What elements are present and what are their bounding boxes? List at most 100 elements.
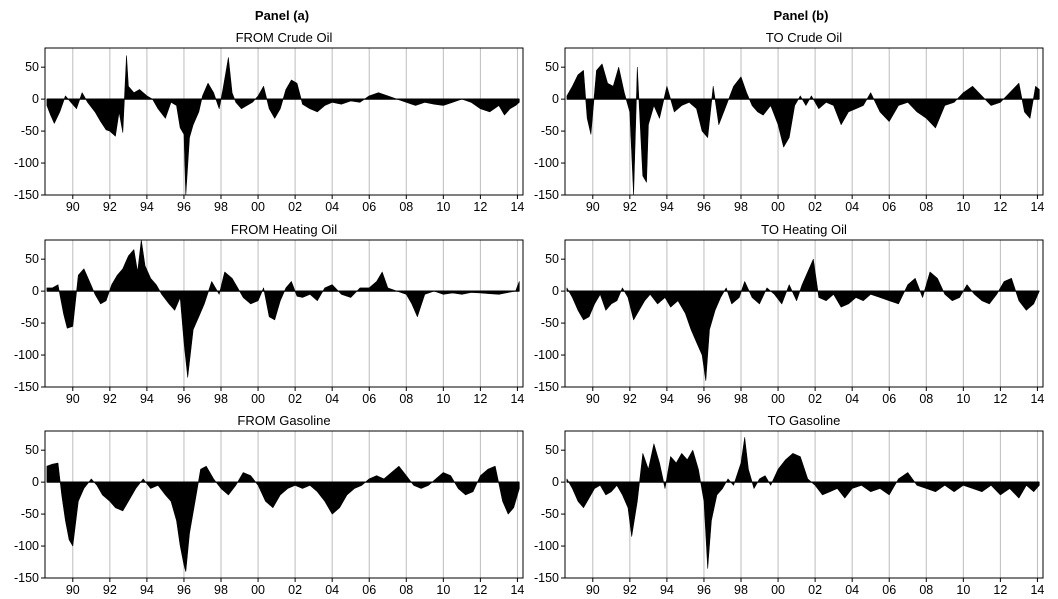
y-tick-label: -150: [14, 188, 39, 202]
series-area: [566, 437, 1040, 569]
x-tick-label: 00: [251, 392, 265, 406]
x-tick-label: 14: [1030, 200, 1044, 214]
x-tick-label: 08: [399, 200, 413, 214]
series-area: [46, 239, 520, 378]
x-tick-label: 14: [1030, 392, 1044, 406]
x-tick-label: 00: [251, 200, 265, 214]
y-tick-label: 0: [552, 92, 559, 106]
y-tick-label: 50: [545, 252, 559, 266]
y-tick-label: 0: [32, 284, 39, 298]
y-tick-label: 0: [32, 475, 39, 489]
x-tick-label: 12: [473, 392, 487, 406]
x-tick-label: 94: [660, 200, 674, 214]
x-tick-label: 96: [177, 583, 191, 597]
x-tick-label: 96: [177, 392, 191, 406]
x-tick-label: 98: [214, 392, 228, 406]
x-tick-label: 02: [808, 392, 822, 406]
plot-frame: [564, 430, 1044, 579]
y-tick-label: -100: [14, 156, 39, 170]
y-tick-label: 50: [25, 443, 39, 457]
chart-title: TO Crude Oil: [766, 30, 842, 45]
y-tick-label: -100: [534, 348, 559, 362]
y-tick-label: -150: [14, 571, 39, 585]
x-tick-label: 98: [214, 200, 228, 214]
x-tick-label: 12: [993, 583, 1007, 597]
x-tick-label: 12: [473, 583, 487, 597]
y-tick-label: 0: [552, 475, 559, 489]
series-area: [566, 63, 1040, 196]
x-tick-label: 10: [956, 200, 970, 214]
x-tick-label: 92: [103, 392, 117, 406]
x-tick-label: 14: [510, 583, 524, 597]
x-tick-label: 08: [919, 392, 933, 406]
y-tick-label: -150: [534, 380, 559, 394]
y-tick-label: -50: [21, 507, 39, 521]
x-tick-label: 90: [66, 583, 80, 597]
x-tick-label: 06: [882, 583, 896, 597]
chart-title: FROM Gasoline: [237, 413, 330, 428]
x-tick-label: 02: [288, 392, 302, 406]
x-tick-label: 98: [734, 392, 748, 406]
chart-to-gasoline: TO Gasoline 90 92 94 96 98 00 02 04 06 08 10 12 14 50 0…: [534, 413, 1044, 597]
x-tick-label: 14: [1030, 583, 1044, 597]
y-tick-label: -50: [541, 507, 559, 521]
x-tick-label: 10: [956, 583, 970, 597]
plot-frame: [564, 47, 1044, 196]
x-tick-label: 14: [510, 392, 524, 406]
y-tick-label: -150: [14, 380, 39, 394]
x-tick-label: 06: [362, 200, 376, 214]
x-tick-label: 00: [771, 392, 785, 406]
x-tick-label: 02: [288, 200, 302, 214]
x-tick-label: 94: [140, 200, 154, 214]
x-tick-label: 10: [436, 392, 450, 406]
y-tick-label: -150: [534, 571, 559, 585]
x-tick-label: 92: [623, 583, 637, 597]
y-tick-label: 0: [552, 284, 559, 298]
chart-to-crude-oil: TO Crude Oil 90 92 94 96 98 00 02 04 06 08 10 12 14 50…: [534, 30, 1044, 214]
x-tick-label: 98: [214, 583, 228, 597]
panel-a-heading: Panel (a): [255, 8, 309, 23]
chart-title: TO Gasoline: [768, 413, 841, 428]
x-tick-label: 94: [660, 583, 674, 597]
x-tick-label: 10: [436, 200, 450, 214]
x-tick-label: 96: [697, 392, 711, 406]
series-area: [46, 55, 520, 196]
x-tick-label: 98: [734, 583, 748, 597]
x-tick-label: 06: [882, 200, 896, 214]
x-tick-label: 94: [140, 583, 154, 597]
chart-title: FROM Heating Oil: [231, 222, 337, 237]
y-tick-label: 50: [545, 443, 559, 457]
x-tick-label: 12: [993, 392, 1007, 406]
plot-frame: [44, 239, 524, 388]
chart-to-heating-oil: TO Heating Oil 90 92 94 96 98 00 02 04 06 08 10 12 14…: [534, 222, 1044, 406]
x-tick-label: 92: [103, 583, 117, 597]
plot-frame: [44, 47, 524, 196]
x-tick-label: 00: [771, 200, 785, 214]
x-tick-label: 90: [586, 200, 600, 214]
x-tick-label: 04: [325, 200, 339, 214]
x-tick-label: 94: [140, 392, 154, 406]
x-tick-label: 04: [325, 392, 339, 406]
x-tick-label: 92: [623, 392, 637, 406]
y-tick-label: -100: [14, 348, 39, 362]
x-tick-label: 12: [993, 200, 1007, 214]
y-tick-label: -50: [541, 124, 559, 138]
x-tick-label: 04: [845, 392, 859, 406]
x-tick-label: 06: [882, 392, 896, 406]
x-tick-label: 04: [325, 583, 339, 597]
chart-from-crude-oil: FROM Crude Oil 90 92 94 96 98 00 02 04 06 08 10 12 14…: [14, 30, 524, 214]
x-tick-label: 04: [845, 583, 859, 597]
x-tick-label: 90: [66, 392, 80, 406]
x-tick-label: 04: [845, 200, 859, 214]
x-tick-label: 96: [177, 200, 191, 214]
chart-title: FROM Crude Oil: [236, 30, 333, 45]
x-tick-label: 96: [697, 583, 711, 597]
x-tick-label: 14: [510, 200, 524, 214]
x-tick-label: 02: [808, 583, 822, 597]
y-tick-label: 50: [25, 252, 39, 266]
x-tick-label: 10: [956, 392, 970, 406]
plot-frame: [44, 430, 524, 579]
x-tick-label: 90: [586, 583, 600, 597]
x-tick-label: 02: [288, 583, 302, 597]
